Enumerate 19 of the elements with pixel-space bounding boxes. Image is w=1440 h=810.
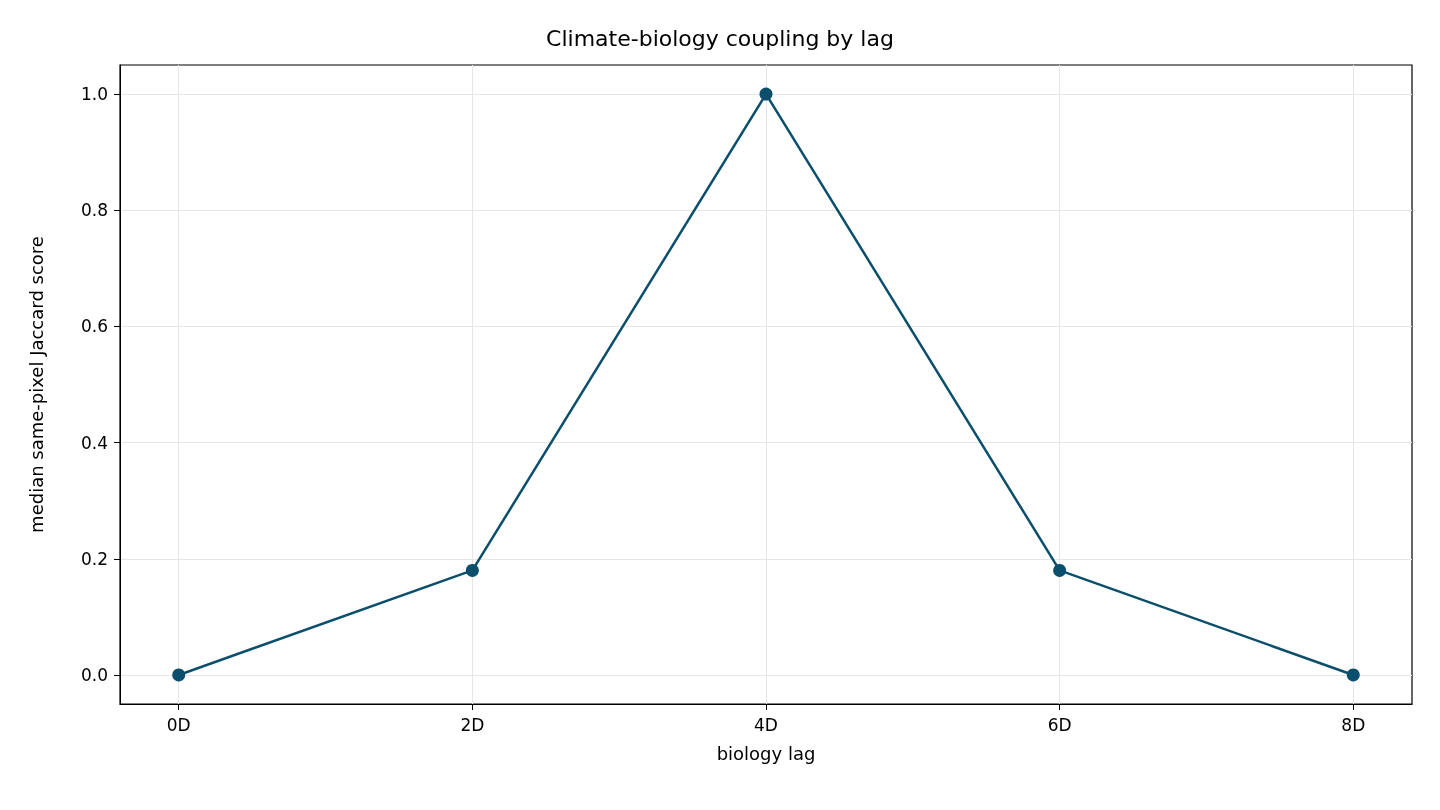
point <box>1053 563 1067 577</box>
x-tick-label: 0D <box>166 714 191 735</box>
x-tick-label: 4D <box>754 714 778 735</box>
x-axis-title: biology lag <box>716 742 816 764</box>
x-tick-label: 6D <box>1047 714 1072 735</box>
point <box>759 87 773 101</box>
chart-title: Climate-biology coupling by lag <box>546 25 894 51</box>
y-tick-label: 0.0 <box>80 664 108 685</box>
y-tick-label: 0.6 <box>80 316 108 337</box>
x-tick-label: 8D <box>1341 714 1366 735</box>
y-tick-label: 0.2 <box>80 548 108 569</box>
y-tick-label: 1.0 <box>80 84 108 105</box>
y-tick-label: 0.8 <box>80 200 108 221</box>
point <box>172 668 186 682</box>
point <box>1346 668 1360 682</box>
y-axis-title: median same-pixel Jaccard score <box>25 236 47 533</box>
point <box>465 563 479 577</box>
y-tick-label: 0.4 <box>80 432 108 453</box>
x-tick-label: 2D <box>460 714 485 735</box>
